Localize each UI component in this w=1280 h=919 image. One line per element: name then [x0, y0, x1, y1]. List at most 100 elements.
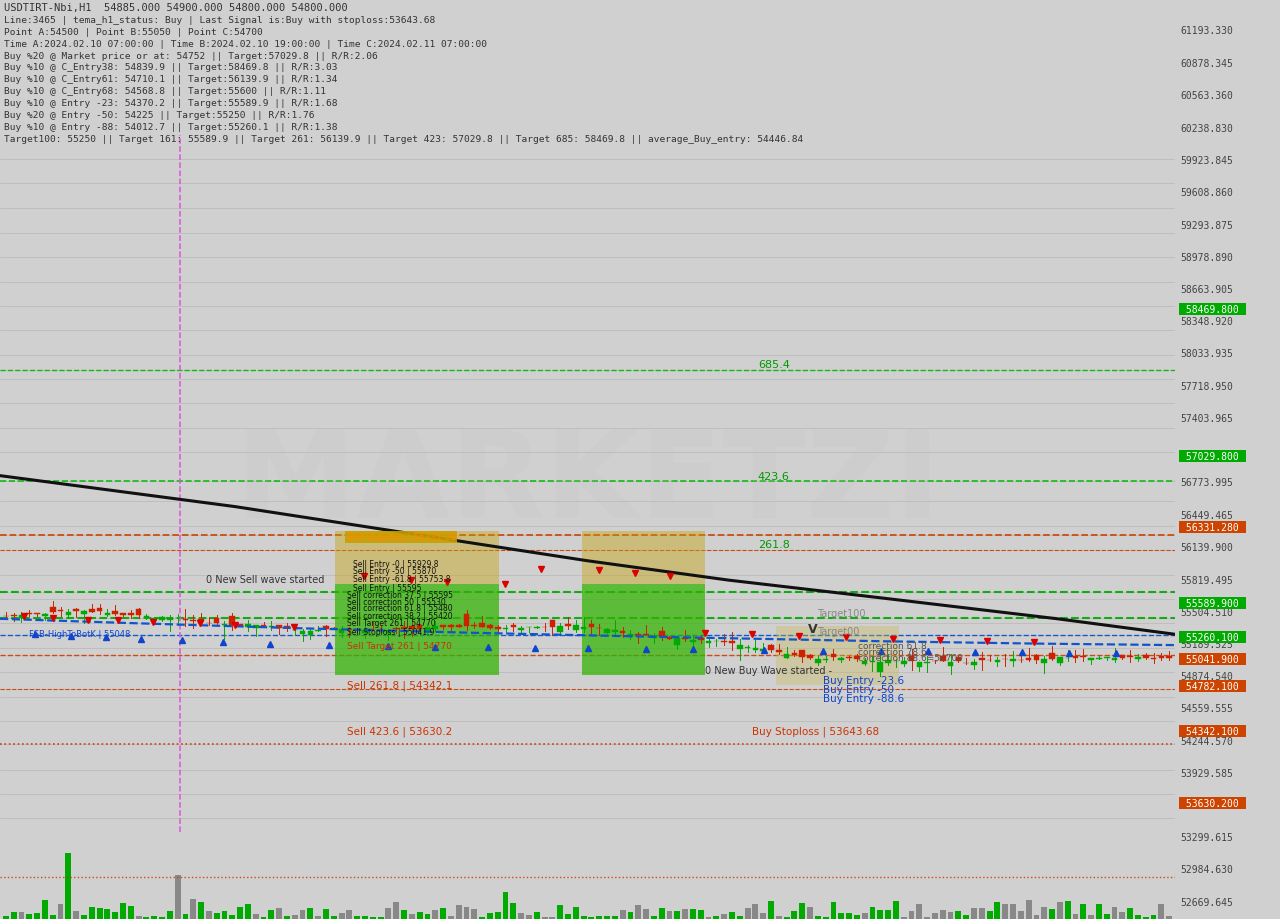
- Bar: [541, 916, 548, 919]
- Bar: [214, 618, 219, 623]
- Bar: [417, 626, 422, 629]
- Bar: [753, 649, 758, 650]
- Text: Sell correction 38.2 | 55420: Sell correction 38.2 | 55420: [347, 611, 452, 620]
- Bar: [300, 631, 306, 634]
- Text: Buy %10 @ Entry -23: 54370.2 || Target:55589.9 || R/R:1.68: Buy %10 @ Entry -23: 54370.2 || Target:5…: [4, 99, 338, 108]
- Text: Sell Target 261 | 54770: Sell Target 261 | 54770: [347, 618, 435, 628]
- Bar: [909, 656, 914, 661]
- Text: Sell Entry -0 | 55929.8: Sell Entry -0 | 55929.8: [352, 560, 438, 569]
- Bar: [88, 907, 95, 919]
- Text: 52984.630: 52984.630: [1180, 865, 1233, 875]
- Bar: [886, 910, 891, 919]
- Bar: [488, 625, 493, 629]
- Bar: [143, 917, 150, 919]
- Bar: [315, 915, 321, 919]
- Bar: [362, 916, 367, 919]
- Bar: [721, 913, 727, 919]
- Bar: [995, 902, 1001, 919]
- Bar: [456, 625, 462, 627]
- Bar: [1088, 915, 1094, 919]
- Bar: [979, 908, 984, 919]
- Bar: [612, 916, 618, 919]
- Bar: [1057, 658, 1062, 664]
- Text: Sell Entry | 55595: Sell Entry | 55595: [352, 584, 421, 593]
- Bar: [65, 853, 72, 919]
- Bar: [1050, 652, 1055, 660]
- Text: 56139.900: 56139.900: [1180, 542, 1233, 552]
- Bar: [237, 907, 243, 919]
- Bar: [1166, 915, 1172, 919]
- Bar: [10, 912, 17, 919]
- Text: Sell Stoploss | 56331.28: Sell Stoploss | 56331.28: [347, 533, 456, 541]
- Bar: [339, 913, 344, 919]
- Bar: [88, 609, 95, 612]
- Bar: [410, 627, 415, 630]
- Bar: [596, 916, 602, 919]
- Bar: [81, 612, 87, 615]
- Bar: [252, 914, 259, 919]
- Bar: [253, 625, 259, 629]
- Bar: [479, 623, 485, 627]
- Bar: [581, 628, 586, 629]
- Text: 58663.905: 58663.905: [1180, 285, 1233, 295]
- Bar: [315, 630, 321, 631]
- Bar: [659, 908, 664, 919]
- Bar: [1103, 914, 1110, 919]
- Text: 55260.100: 55260.100: [1180, 632, 1245, 642]
- Bar: [838, 913, 845, 919]
- Bar: [335, 584, 499, 675]
- Text: Buy Entry -50: Buy Entry -50: [823, 684, 893, 694]
- Text: 54244.570: 54244.570: [1180, 736, 1233, 746]
- Bar: [518, 913, 524, 919]
- Bar: [166, 912, 173, 919]
- Text: 58978.890: 58978.890: [1180, 253, 1233, 263]
- Text: 57403.965: 57403.965: [1180, 414, 1233, 424]
- Bar: [745, 908, 750, 919]
- Bar: [486, 913, 493, 919]
- Bar: [58, 903, 64, 919]
- Bar: [244, 625, 251, 628]
- Bar: [105, 613, 110, 616]
- Text: Sell Entry -61.8 | 55753.8: Sell Entry -61.8 | 55753.8: [352, 574, 451, 584]
- Bar: [330, 916, 337, 919]
- Text: FSB-HighToBotK | 55048: FSB-HighToBotK | 55048: [29, 630, 131, 639]
- Text: 58469.800: 58469.800: [1180, 304, 1245, 314]
- Bar: [861, 913, 868, 919]
- Bar: [495, 913, 500, 919]
- Bar: [901, 661, 906, 664]
- Bar: [229, 915, 236, 919]
- Bar: [893, 901, 899, 919]
- Bar: [1135, 915, 1140, 919]
- Bar: [705, 917, 712, 919]
- Bar: [50, 607, 55, 613]
- Bar: [378, 917, 384, 919]
- Bar: [339, 630, 344, 633]
- Text: 56331.280: 56331.280: [1180, 523, 1245, 533]
- Bar: [1002, 904, 1009, 919]
- Bar: [448, 916, 454, 919]
- Bar: [408, 913, 415, 919]
- Bar: [776, 651, 782, 652]
- Text: Sell 423.6 | 53630.2: Sell 423.6 | 53630.2: [347, 726, 452, 736]
- Bar: [136, 916, 142, 919]
- Bar: [947, 912, 954, 919]
- Bar: [3, 915, 9, 919]
- Text: 54782.100: 54782.100: [1180, 681, 1245, 691]
- Bar: [362, 630, 367, 633]
- Bar: [191, 899, 196, 919]
- Bar: [105, 909, 110, 919]
- Bar: [128, 613, 133, 616]
- Text: 54874.540: 54874.540: [1180, 672, 1233, 682]
- Bar: [166, 618, 173, 620]
- Bar: [878, 663, 883, 673]
- Bar: [385, 908, 392, 919]
- Text: Sell correction 50 | 55530: Sell correction 50 | 55530: [347, 596, 445, 606]
- Text: 60878.345: 60878.345: [1180, 59, 1233, 69]
- Bar: [96, 908, 102, 919]
- Bar: [612, 630, 618, 632]
- Text: 55041.900: 55041.900: [1180, 654, 1245, 664]
- Bar: [581, 532, 705, 675]
- Text: 55819.495: 55819.495: [1180, 575, 1233, 585]
- Bar: [627, 635, 634, 637]
- Bar: [261, 917, 266, 919]
